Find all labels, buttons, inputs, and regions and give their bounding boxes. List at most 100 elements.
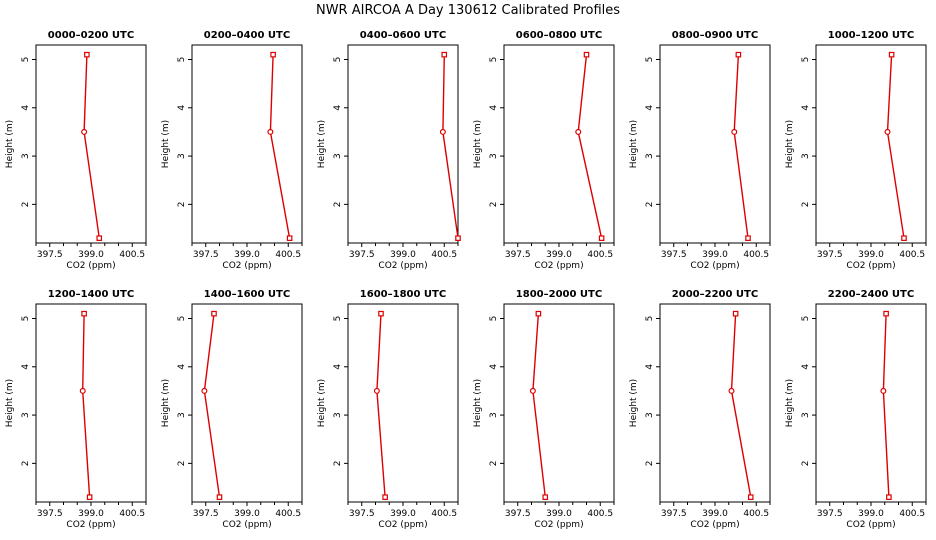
y-tick-label: 5 [645, 316, 655, 322]
data-point [211, 310, 217, 317]
x-axis-label: CO2 (ppm) [690, 520, 739, 530]
x-tick-label: 397.5 [37, 250, 63, 260]
panel-6: 1000–1200 UTC 397.5 399.0 400.5 2 3 4 5 CO2 (ppm… [785, 30, 927, 271]
x-tick-label: 400.5 [743, 250, 769, 260]
x-tick-label: 400.5 [587, 250, 613, 260]
x-tick-label: 399.0 [702, 509, 728, 519]
data-point [745, 235, 751, 241]
data-point [441, 51, 448, 58]
y-axis-label: Height (m) [5, 120, 15, 168]
data-point [731, 128, 738, 135]
y-axis-label: Height (m) [5, 379, 15, 427]
data-point [439, 128, 446, 135]
data-point [880, 387, 887, 394]
x-tick-label: 397.5 [193, 250, 219, 260]
data-point [81, 128, 88, 135]
y-tick-label: 2 [21, 201, 31, 207]
x-tick-label: 397.5 [817, 509, 843, 519]
y-tick-label: 2 [177, 201, 187, 207]
y-axis-label: Height (m) [161, 379, 171, 427]
x-tick-label: 399.0 [78, 509, 104, 519]
y-tick-label: 5 [801, 57, 811, 63]
panel-9: 1600–1800 UTC 397.5 399.0 400.5 2 3 4 5 CO2 (ppm… [317, 289, 459, 530]
y-tick-label: 5 [489, 316, 499, 322]
y-axis-label: Height (m) [161, 120, 171, 168]
y-tick-label: 4 [489, 105, 499, 111]
x-axis-label: CO2 (ppm) [534, 520, 583, 530]
data-point [267, 128, 274, 135]
x-tick-label: 399.0 [858, 250, 884, 260]
data-point [455, 235, 461, 241]
x-tick-label: 397.5 [817, 250, 843, 260]
x-tick-label: 400.5 [275, 509, 301, 519]
y-tick-label: 4 [645, 105, 655, 111]
y-tick-label: 5 [21, 316, 31, 322]
x-tick-label: 400.5 [899, 509, 925, 519]
x-axis-label: CO2 (ppm) [378, 520, 427, 530]
y-axis-label: Height (m) [317, 120, 327, 168]
x-tick-label: 397.5 [349, 509, 375, 519]
data-point [886, 494, 892, 500]
y-tick-label: 4 [177, 364, 187, 370]
data-point [575, 128, 582, 135]
y-tick-label: 2 [645, 201, 655, 207]
x-axis-label: CO2 (ppm) [690, 261, 739, 271]
x-tick-label: 400.5 [431, 509, 457, 519]
x-tick-label: 399.0 [234, 509, 260, 519]
y-tick-label: 4 [333, 105, 343, 111]
data-point [382, 494, 388, 500]
data-point [529, 387, 536, 394]
x-tick-label: 397.5 [37, 509, 63, 519]
data-point [735, 51, 742, 58]
data-point [884, 128, 891, 135]
y-tick-label: 5 [333, 57, 343, 63]
x-tick-label: 399.0 [546, 250, 572, 260]
panel-8: 1400–1600 UTC 397.5 399.0 400.5 2 3 4 5 CO2 (ppm… [161, 289, 303, 530]
x-tick-label: 397.5 [505, 509, 531, 519]
x-tick-label: 400.5 [743, 509, 769, 519]
y-tick-label: 2 [21, 460, 31, 466]
y-tick-label: 2 [801, 460, 811, 466]
panel-11: 2000–2200 UTC 397.5 399.0 400.5 2 3 4 5 CO2 (ppm… [629, 289, 771, 530]
x-axis-label: CO2 (ppm) [534, 261, 583, 271]
x-tick-label: 399.0 [78, 250, 104, 260]
x-tick-label: 400.5 [119, 509, 145, 519]
y-tick-label: 2 [177, 460, 187, 466]
x-tick-label: 399.0 [234, 250, 260, 260]
y-tick-label: 5 [489, 57, 499, 63]
y-tick-label: 3 [801, 153, 811, 159]
data-point [373, 387, 380, 394]
y-tick-label: 5 [645, 57, 655, 63]
y-tick-label: 5 [177, 57, 187, 63]
y-tick-label: 4 [21, 364, 31, 370]
y-tick-label: 2 [489, 201, 499, 207]
y-tick-label: 5 [801, 316, 811, 322]
panel-title: 0400–0600 UTC [360, 30, 446, 41]
y-axis-label: Height (m) [785, 120, 795, 168]
x-axis-label: CO2 (ppm) [66, 520, 115, 530]
y-axis-label: Height (m) [785, 379, 795, 427]
data-point [84, 51, 90, 58]
panel-12: 2200–2400 UTC 397.5 399.0 400.5 2 3 4 5 CO2 (ppm… [785, 289, 927, 530]
x-axis-label: CO2 (ppm) [222, 520, 271, 530]
y-axis-label: Height (m) [629, 379, 639, 427]
x-tick-label: 400.5 [899, 250, 925, 260]
y-tick-label: 5 [333, 316, 343, 322]
y-tick-label: 3 [333, 412, 343, 418]
y-tick-label: 4 [21, 105, 31, 111]
data-point [286, 235, 293, 241]
y-tick-label: 2 [645, 460, 655, 466]
data-point [378, 310, 384, 317]
y-tick-label: 5 [21, 57, 31, 63]
panel-1: 0000–0200 UTC 397.5 399.0 400.5 2 3 4 5 CO2 (ppm… [5, 30, 147, 271]
data-point [270, 51, 276, 58]
x-axis-label: CO2 (ppm) [66, 261, 115, 271]
y-tick-label: 2 [489, 460, 499, 466]
panel-title: 1800–2000 UTC [516, 289, 602, 300]
data-point [86, 494, 93, 500]
y-tick-label: 3 [489, 412, 499, 418]
y-tick-label: 4 [645, 364, 655, 370]
data-point [81, 310, 87, 317]
y-tick-label: 5 [177, 316, 187, 322]
